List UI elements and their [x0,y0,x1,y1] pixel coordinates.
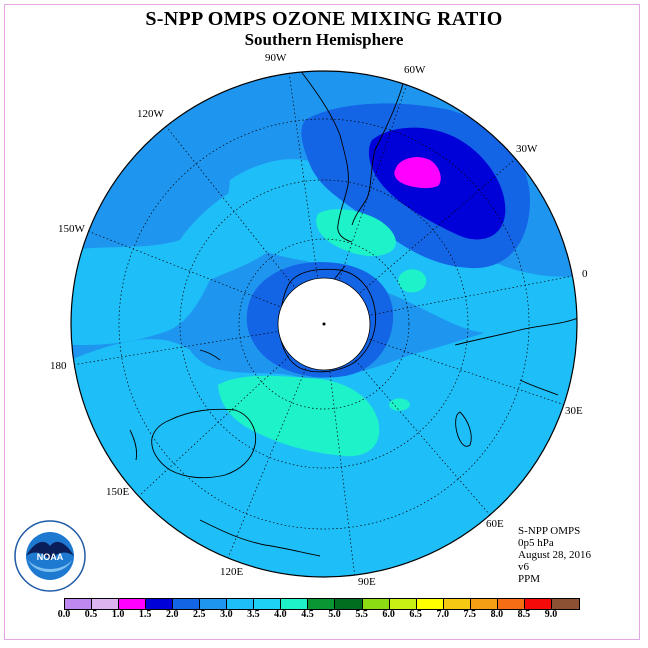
colorbar-tick-label: 1.0 [111,609,125,620]
colorbar-segment [92,599,120,609]
colorbar-tick-label: 6.0 [382,609,395,620]
lon-label-90e: 90E [358,576,376,588]
lon-label-60e: 60E [486,518,504,530]
map-title: S-NPP OMPS OZONE MIXING RATIO [145,8,503,30]
colorbar-segment [173,599,201,609]
info-level: 0p5 hPa [518,537,554,549]
south-pole-marker [322,322,326,326]
colorbar-segment [119,599,147,609]
colorbar-segment [65,599,93,609]
lon-label-150e: 150E [106,486,130,498]
lon-label-120w: 120W [137,108,164,120]
lon-label-30e: 30E [565,405,583,417]
colorbar-tick-label: 8.0 [490,609,504,620]
lon-label-120e: 120E [220,566,244,578]
info-instrument: S-NPP OMPS [518,525,581,537]
madagascar-coast [455,411,472,447]
colorbar-tick-label: 1.5 [138,609,152,620]
logo-text: NOAA [37,552,64,562]
colorbar-segment [146,599,174,609]
colorbar-segment [362,599,390,609]
colorbar-segment [443,599,471,609]
product-info: S-NPP OMPS 0p5 hPa August 28, 2016 v6 PP… [518,525,591,585]
map-subtitle: Southern Hemisphere [244,30,404,49]
colorbar-segment [470,599,498,609]
colorbar-tick-label: 5.0 [328,609,341,620]
graticule [118,118,530,530]
colorbar-segment [200,599,228,609]
colorbar-segment [497,599,525,609]
colorbar-segment [335,599,363,609]
ozone-contour-3-5-south [218,375,380,457]
colorbar-tick-label: 8.5 [517,609,531,620]
map-boundary [70,70,578,578]
colorbar-segment [551,599,579,609]
figure-frame [4,4,640,640]
colorbar-tick-label: 7.0 [436,609,449,620]
colorbar-tick-label: 2.5 [193,609,206,620]
south-america-east-coast [351,74,406,226]
colorbar-segment [308,599,336,609]
colorbar-segment [416,599,444,609]
ozone-contour-3-5-small-1 [398,269,427,293]
colorbar-segment [281,599,309,609]
lon-label-180: 180 [50,360,67,372]
new-zealand-coast [129,349,221,461]
lon-label-30w: 30W [516,143,538,155]
lon-label-60w: 60W [404,64,426,76]
lon-label-0: 0 [582,268,588,280]
colorbar-segment [389,599,417,609]
lon-label-150w: 150W [58,223,85,235]
lon-label-90w: 90W [265,52,287,64]
ozone-contour-3-5-northwest [316,209,396,257]
colorbar-tick-label: 0.0 [57,609,71,620]
colorbar-tick-label: 3.0 [220,609,233,620]
australia-coast [151,408,257,479]
colorbar-tick-label: 9.0 [544,609,558,620]
colorbar-segment [254,599,282,609]
info-date: August 28, 2016 [518,549,592,561]
indonesia-coast [199,519,321,557]
colorbar-tick-label: 2.0 [165,609,179,620]
africa-coast [454,317,577,396]
noaa-logo: NOAA [14,520,86,592]
info-version: v6 [518,561,529,573]
colorbar-tick-label: 4.0 [274,609,287,620]
colorbar-segment [227,599,255,609]
colorbar-tick-label: 6.5 [409,609,422,620]
info-units: PPM [518,573,541,585]
ozone-contour-3-5-small-2 [389,398,410,411]
ozone-contour-1-0 [394,157,441,189]
colorbar-tick-label: 3.5 [247,609,260,620]
colorbar-tick-label: 5.5 [355,609,368,620]
colorbar-tick-label: 0.5 [84,609,98,620]
colorbar [64,598,580,610]
colorbar-segment [524,599,552,609]
meridians [71,71,577,577]
colorbar-tick-label: 7.5 [463,609,477,620]
colorbar-tick-label: 4.5 [301,609,314,620]
south-america-coast [299,71,353,243]
